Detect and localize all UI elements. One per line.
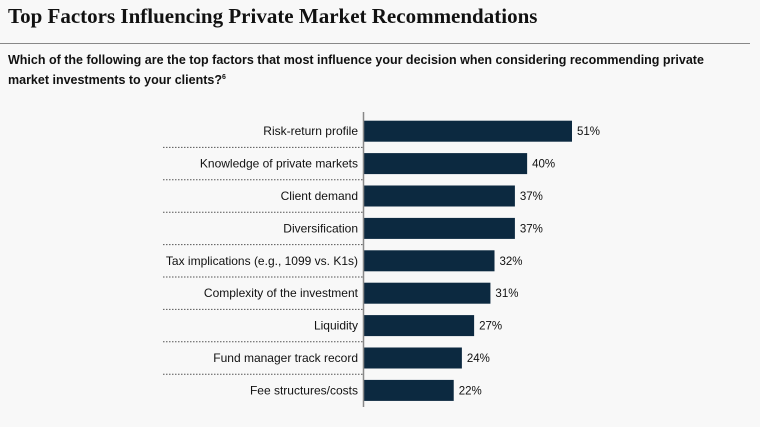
value-label: 22% xyxy=(459,385,482,397)
footnote-ref: 6 xyxy=(221,74,226,81)
survey-question: Which of the following are the top facto… xyxy=(8,51,728,89)
category-label: Tax implications (e.g., 1099 vs. K1s) xyxy=(166,254,358,268)
category-label: Complexity of the investment xyxy=(204,286,359,300)
category-label: Diversification xyxy=(283,221,358,235)
bar xyxy=(364,250,495,272)
value-label: 24% xyxy=(467,353,490,365)
title-divider xyxy=(0,43,750,44)
bar xyxy=(364,153,528,175)
value-label: 37% xyxy=(520,191,543,203)
question-text: Which of the following are the top facto… xyxy=(8,53,704,88)
category-label: Risk-return profile xyxy=(263,124,358,138)
bar xyxy=(364,347,462,369)
value-label: 27% xyxy=(479,321,502,333)
value-label: 31% xyxy=(495,288,518,300)
bar xyxy=(364,120,572,142)
category-label: Fee structures/costs xyxy=(250,383,358,397)
category-label: Fund manager track record xyxy=(213,351,358,365)
value-label: 51% xyxy=(577,126,600,138)
category-label: Liquidity xyxy=(314,319,358,333)
value-label: 37% xyxy=(520,223,543,235)
bar xyxy=(364,315,475,337)
value-label: 40% xyxy=(532,159,555,171)
chart-title: Top Factors Influencing Private Market R… xyxy=(8,4,538,28)
bar xyxy=(364,379,454,401)
category-label: Client demand xyxy=(281,189,358,203)
bar xyxy=(364,217,515,239)
category-label: Knowledge of private markets xyxy=(200,157,358,171)
bar xyxy=(364,282,491,304)
value-label: 32% xyxy=(500,256,523,268)
bar xyxy=(364,185,515,207)
